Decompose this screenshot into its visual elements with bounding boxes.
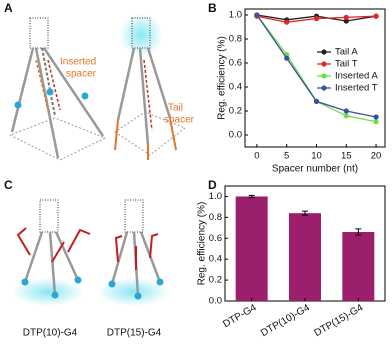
- x-tick-label: 20: [371, 151, 382, 162]
- annotation: Inserted: [60, 57, 96, 68]
- legend-label: Inserted A: [335, 71, 378, 82]
- legend-marker: [321, 73, 327, 79]
- y-tick-label: 1.0: [209, 191, 222, 202]
- legend-marker: [321, 85, 327, 91]
- y-tick-label: 1.0: [229, 10, 242, 21]
- legend-label: Tail A: [335, 47, 358, 58]
- x-tick-label: 5: [284, 151, 289, 162]
- point: [343, 108, 349, 114]
- y-tick-label: 0.4: [229, 82, 242, 93]
- point: [343, 113, 349, 119]
- y-tick-label: 0.6: [209, 233, 222, 244]
- point: [373, 114, 379, 120]
- y-tick-label: 0.0: [209, 296, 222, 307]
- x-axis-label: Spacer number (nt): [272, 164, 358, 175]
- point: [284, 19, 290, 25]
- x-tick-label: DTP-G4: [221, 302, 259, 330]
- point: [284, 55, 290, 61]
- annotation: spacer: [66, 69, 97, 80]
- point: [343, 18, 349, 24]
- error-bar: [355, 228, 362, 236]
- error-bar: [302, 210, 308, 216]
- legend-marker: [321, 61, 327, 67]
- bar: [235, 196, 268, 301]
- y-tick-label: 0.0: [229, 130, 242, 141]
- illustration-a: Inserted spacer Tail spacer: [8, 13, 195, 161]
- bar: [342, 232, 375, 301]
- x-tick-label: DTP(15)-G4: [312, 302, 365, 339]
- point: [373, 13, 379, 19]
- point: [343, 14, 349, 20]
- x-tick-label: 15: [341, 151, 352, 162]
- legend-marker: [321, 49, 327, 55]
- x-tick-label: 10: [311, 151, 322, 162]
- y-tick-label: 0.8: [209, 212, 222, 223]
- x-tick-label: 0: [254, 151, 259, 162]
- annotation: spacer: [164, 115, 195, 126]
- point: [313, 98, 320, 104]
- y-tick-label: 0.8: [229, 34, 242, 45]
- point: [254, 12, 260, 18]
- x-tick-label: DTP(10)-G4: [259, 302, 312, 339]
- legend-label: Inserted T: [335, 83, 378, 94]
- point: [373, 119, 379, 125]
- y-tick-label: 0.2: [229, 106, 242, 117]
- bar: [289, 213, 321, 301]
- error-bar: [248, 194, 255, 198]
- annotation: Tail: [168, 103, 183, 114]
- panel-letter: B: [208, 1, 217, 15]
- caption: DTP(10)-G4: [23, 328, 78, 339]
- y-axis-label: Reg. efficiency (%): [217, 36, 228, 120]
- caption: DTP(15)-G4: [107, 328, 162, 339]
- y-axis-label: Reg. efficiency (%): [197, 202, 208, 286]
- panel-letter: C: [4, 178, 13, 192]
- illustration-c: DTP(10)-G4 DTP(15)-G4: [12, 199, 169, 339]
- panel-letter: D: [208, 178, 217, 192]
- plot-frame: [244, 8, 386, 148]
- y-tick-label: 0.4: [209, 254, 222, 265]
- panel-letter: A: [4, 1, 13, 15]
- series-line: [256, 14, 377, 123]
- y-tick-label: 0.2: [209, 275, 222, 286]
- legend-label: Tail T: [335, 59, 358, 70]
- point: [313, 16, 320, 22]
- y-tick-label: 0.6: [229, 58, 242, 69]
